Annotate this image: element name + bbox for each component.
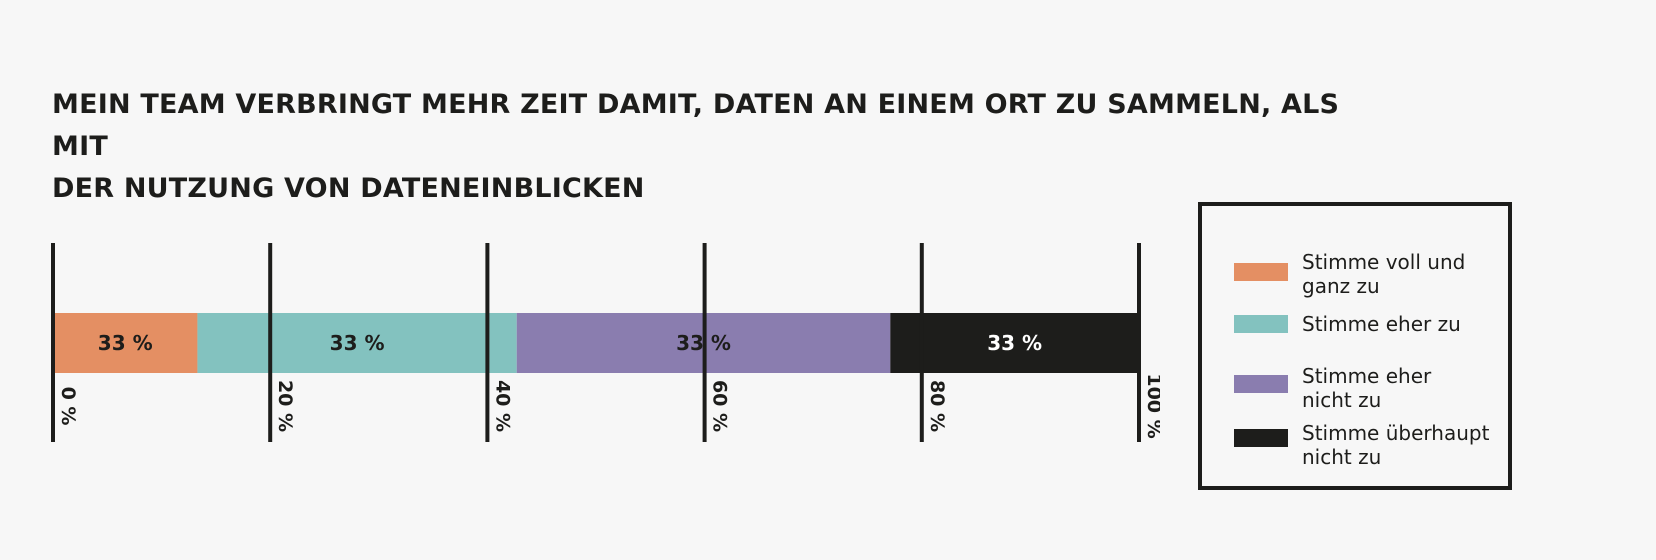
legend: Stimme voll und ganz zu Stimme eher zu S… [1198,202,1512,490]
axis-tick-label: 0 % [57,387,79,426]
legend-label-line: nicht zu [1302,445,1382,469]
bar-data-label: 33 % [987,331,1042,355]
legend-label-line: Stimme eher zu [1302,312,1461,336]
legend-swatch-orange [1234,263,1288,281]
bar-segment [53,313,198,373]
bar-data-label: 33 % [98,331,153,355]
axis-tick-label: 40 % [491,380,513,432]
legend-swatch-black [1234,429,1288,447]
stacked-bar-chart: 33 %33 %33 %33 %0 %20 %40 %60 %80 %100 % [51,243,1160,442]
chart-title-line-2: DER NUTZUNG VON DATENEINBLICKEN [52,173,645,204]
legend-swatch-purple [1234,375,1288,393]
bar-segment [890,313,1139,373]
axis-tick-label: 100 % [1143,373,1160,438]
axis-tick-label: 80 % [926,380,948,432]
legend-swatch-teal [1234,315,1288,333]
legend-label: Stimme eher nicht zu [1302,364,1512,412]
axis-tick-label: 60 % [709,380,731,432]
legend-label: Stimme eher zu [1302,312,1512,336]
axis-tick-label: 20 % [274,380,296,432]
legend-label-line: ganz zu [1302,274,1380,298]
legend-label: Stimme überhaupt nicht zu [1302,421,1512,469]
chart-title-line-1: MEIN TEAM VERBRINGT MEHR ZEIT DAMIT, DAT… [52,89,1340,162]
chart-title: MEIN TEAM VERBRINGT MEHR ZEIT DAMIT, DAT… [52,84,1352,210]
legend-label-line: Stimme überhaupt [1302,421,1490,445]
legend-label: Stimme voll und ganz zu [1302,250,1512,298]
legend-label-line: Stimme eher [1302,364,1432,388]
legend-label-line: Stimme voll und [1302,250,1466,274]
bar-data-label: 33 % [330,331,385,355]
legend-label-line: nicht zu [1302,388,1382,412]
bar-segment [197,313,517,373]
